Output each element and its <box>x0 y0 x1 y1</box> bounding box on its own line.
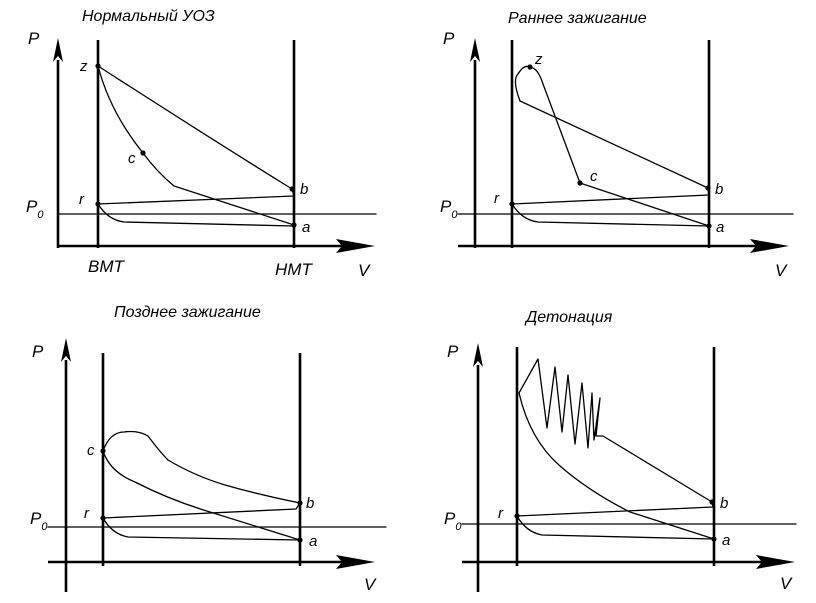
point-a <box>291 222 297 228</box>
p0-label: P0 <box>440 197 458 221</box>
point-b <box>705 185 711 191</box>
panel-normal-timing: Нормальный УОЗ P V P0 z c b r a ВМТ НМТ <box>26 8 377 280</box>
label-b: b <box>300 181 308 198</box>
panel-early-ignition: Раннее зажигание P V P0 z c b r a <box>440 10 794 280</box>
point-b <box>297 500 303 506</box>
expansion-curve <box>519 100 709 189</box>
axis-p-label: P <box>447 342 459 361</box>
label-z: z <box>534 51 543 68</box>
label-a: a <box>309 533 317 550</box>
label-b: b <box>720 495 728 512</box>
intake-line <box>511 203 710 227</box>
detonation-curve <box>518 358 713 503</box>
point-r <box>100 515 106 521</box>
panel-title: Позднее зажигание <box>114 304 261 321</box>
axis-v-label: V <box>775 261 788 280</box>
expansion-curve <box>102 430 301 504</box>
v-axis-arrow <box>336 555 375 569</box>
v-axis-arrow <box>756 555 795 569</box>
panel-title: Детонация <box>524 309 613 326</box>
label-r: r <box>79 191 85 208</box>
axis-v-label: V <box>780 574 793 593</box>
point-z <box>95 63 101 69</box>
p0-label: P0 <box>30 509 48 533</box>
panel-title: Нормальный УОЗ <box>82 8 215 25</box>
compression-curve <box>514 65 710 227</box>
p0-label: P0 <box>444 509 462 533</box>
axis-p-label: P <box>32 342 44 361</box>
label-a: a <box>722 532 730 549</box>
panel-late-ignition: Позднее зажигание P V P0 c b r a <box>30 304 387 594</box>
point-a <box>706 223 712 229</box>
label-c: c <box>128 150 136 167</box>
axis-v-label: V <box>358 261 371 280</box>
point-r <box>95 201 101 207</box>
p-axis-arrow <box>473 343 483 367</box>
v-axis-arrow <box>750 239 789 253</box>
point-a <box>297 537 303 543</box>
p-axis-arrow <box>470 38 480 62</box>
label-r: r <box>498 505 504 522</box>
p-axis-arrow <box>61 338 71 362</box>
exhaust-line <box>102 502 301 519</box>
intake-line <box>97 203 295 227</box>
label-b: b <box>715 181 723 198</box>
bdc-label: НМТ <box>275 260 313 279</box>
point-b <box>289 186 295 192</box>
point-c <box>577 180 583 186</box>
point-a <box>711 536 717 542</box>
point-b <box>709 499 715 505</box>
panel-title: Раннее зажигание <box>508 10 647 27</box>
intake-line <box>516 515 715 540</box>
compression-curve <box>97 65 295 226</box>
label-a: a <box>302 219 310 236</box>
axis-v-label: V <box>364 575 377 594</box>
label-a: a <box>716 219 724 236</box>
label-r: r <box>84 505 90 522</box>
exhaust-line <box>97 188 295 205</box>
point-r <box>514 513 520 519</box>
axis-p-label: P <box>28 29 40 48</box>
point-z <box>527 64 533 70</box>
compression-curve <box>102 450 301 541</box>
label-c: c <box>590 168 598 185</box>
p0-label: P0 <box>26 197 44 221</box>
point-c <box>140 150 146 156</box>
panel-detonation: Детонация P V P0 b r a <box>444 309 797 593</box>
exhaust-line <box>511 187 710 205</box>
label-c: c <box>87 442 95 459</box>
tdc-label: ВМТ <box>88 257 126 276</box>
label-b: b <box>306 495 314 512</box>
intake-line <box>102 517 301 541</box>
label-z: z <box>79 58 88 75</box>
expansion-curve <box>97 65 293 190</box>
axis-p-label: P <box>443 29 455 48</box>
point-r <box>509 201 515 207</box>
v-axis-arrow <box>336 239 375 253</box>
point-c <box>100 448 106 454</box>
compression-curve <box>518 392 715 540</box>
p-axis-arrow <box>53 38 63 62</box>
label-r: r <box>494 190 500 207</box>
